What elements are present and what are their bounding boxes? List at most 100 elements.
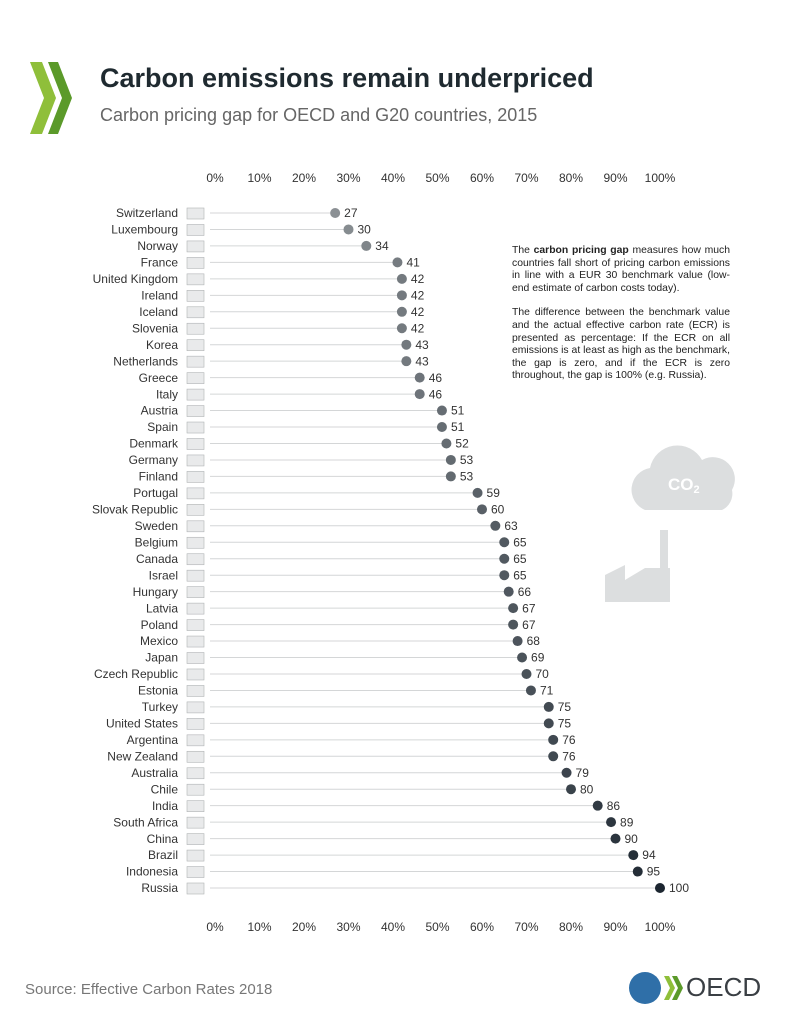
flag <box>186 849 205 862</box>
dot <box>361 240 372 251</box>
x-tick-label-bottom: 70% <box>514 920 538 934</box>
category-label: Slovak Republic <box>92 503 178 517</box>
dot <box>610 833 621 844</box>
x-tick-label-bottom: 20% <box>292 920 316 934</box>
flag <box>186 306 205 319</box>
flag <box>186 438 205 450</box>
dot <box>508 603 519 614</box>
category-label: New Zealand <box>107 749 178 763</box>
dot <box>472 487 483 498</box>
flag <box>186 536 205 549</box>
x-tick-label-top: 10% <box>247 171 271 185</box>
annotation-text: carbon pricing gap <box>533 245 629 256</box>
x-tick-label-bottom: 100% <box>645 920 676 934</box>
dot <box>655 883 665 893</box>
flag <box>186 454 205 467</box>
co2-text: CO <box>668 475 694 494</box>
value-label: 51 <box>451 404 465 418</box>
category-label: Japan <box>145 651 178 665</box>
dot <box>543 718 554 729</box>
value-label: 46 <box>429 371 443 385</box>
flag <box>186 635 205 648</box>
dot <box>436 422 447 433</box>
flag <box>186 487 205 500</box>
category-label: Italy <box>156 387 178 401</box>
flag <box>186 339 205 352</box>
category-label: Greece <box>139 371 179 385</box>
dot <box>561 767 572 778</box>
flag <box>186 652 205 664</box>
x-tick-label-top: 50% <box>425 171 449 185</box>
flag <box>186 355 205 368</box>
value-label: 65 <box>513 568 527 582</box>
category-label: Latvia <box>146 601 178 615</box>
dot <box>396 323 407 334</box>
category-label: South Africa <box>113 815 178 829</box>
category-label: Indonesia <box>126 865 178 879</box>
flag <box>186 504 205 516</box>
dot <box>436 405 447 416</box>
category-label: Canada <box>136 552 178 566</box>
value-label: 41 <box>406 256 420 270</box>
dot <box>396 306 407 317</box>
flag <box>186 207 205 220</box>
x-tick-label-bottom: 30% <box>336 920 360 934</box>
flag <box>186 290 205 302</box>
oecd-logo: OECD <box>629 972 761 1004</box>
dot <box>396 273 407 284</box>
value-label: 69 <box>531 651 545 665</box>
dot <box>632 866 643 877</box>
annotation-text: measures how much countries fall short o… <box>512 245 730 294</box>
dot <box>490 520 501 531</box>
value-label: 65 <box>513 552 527 566</box>
dot <box>392 257 403 268</box>
value-label: 53 <box>460 470 474 484</box>
x-tick-label-top: 40% <box>381 171 405 185</box>
flag <box>186 322 205 335</box>
dot <box>517 652 528 663</box>
category-label: Estonia <box>138 684 178 698</box>
dot <box>477 504 487 515</box>
logo-chevrons <box>30 62 72 134</box>
flag <box>186 421 205 434</box>
dot <box>606 817 617 828</box>
flag <box>186 882 205 895</box>
co2-subscript: 2 <box>694 484 700 496</box>
value-label: 30 <box>358 223 372 237</box>
dot <box>330 208 341 218</box>
value-label: 71 <box>540 684 554 698</box>
category-label: Portugal <box>133 486 178 500</box>
value-label: 76 <box>562 749 576 763</box>
x-tick-label-bottom: 0% <box>206 920 224 934</box>
annotation-paragraph: The carbon pricing gap measures how much… <box>512 245 730 295</box>
dot <box>401 339 412 350</box>
dot <box>445 471 456 482</box>
category-label: Spain <box>147 420 178 434</box>
value-label: 51 <box>451 420 465 434</box>
x-tick-label-top: 100% <box>645 171 676 185</box>
x-tick-label-top: 0% <box>206 171 224 185</box>
co2-icon: CO2 <box>605 445 735 602</box>
flag <box>186 273 205 286</box>
value-label: 46 <box>429 387 443 401</box>
flag <box>186 553 205 566</box>
category-label: India <box>152 799 178 813</box>
value-label: 75 <box>558 717 572 731</box>
value-label: 86 <box>607 799 621 813</box>
value-label: 43 <box>415 338 429 352</box>
category-label: Korea <box>146 338 178 352</box>
flag <box>186 602 205 615</box>
x-tick-label-bottom: 10% <box>247 920 271 934</box>
flag <box>186 685 205 697</box>
value-label: 43 <box>415 354 429 368</box>
category-label: Poland <box>141 618 178 632</box>
value-label: 68 <box>527 634 541 648</box>
category-label: Slovenia <box>132 321 178 335</box>
flag <box>186 800 205 812</box>
value-label: 42 <box>411 272 425 286</box>
x-tick-label-top: 70% <box>514 171 538 185</box>
x-tick-label-top: 30% <box>336 171 360 185</box>
category-label: United States <box>106 717 178 731</box>
x-tick-label-top: 80% <box>559 171 583 185</box>
